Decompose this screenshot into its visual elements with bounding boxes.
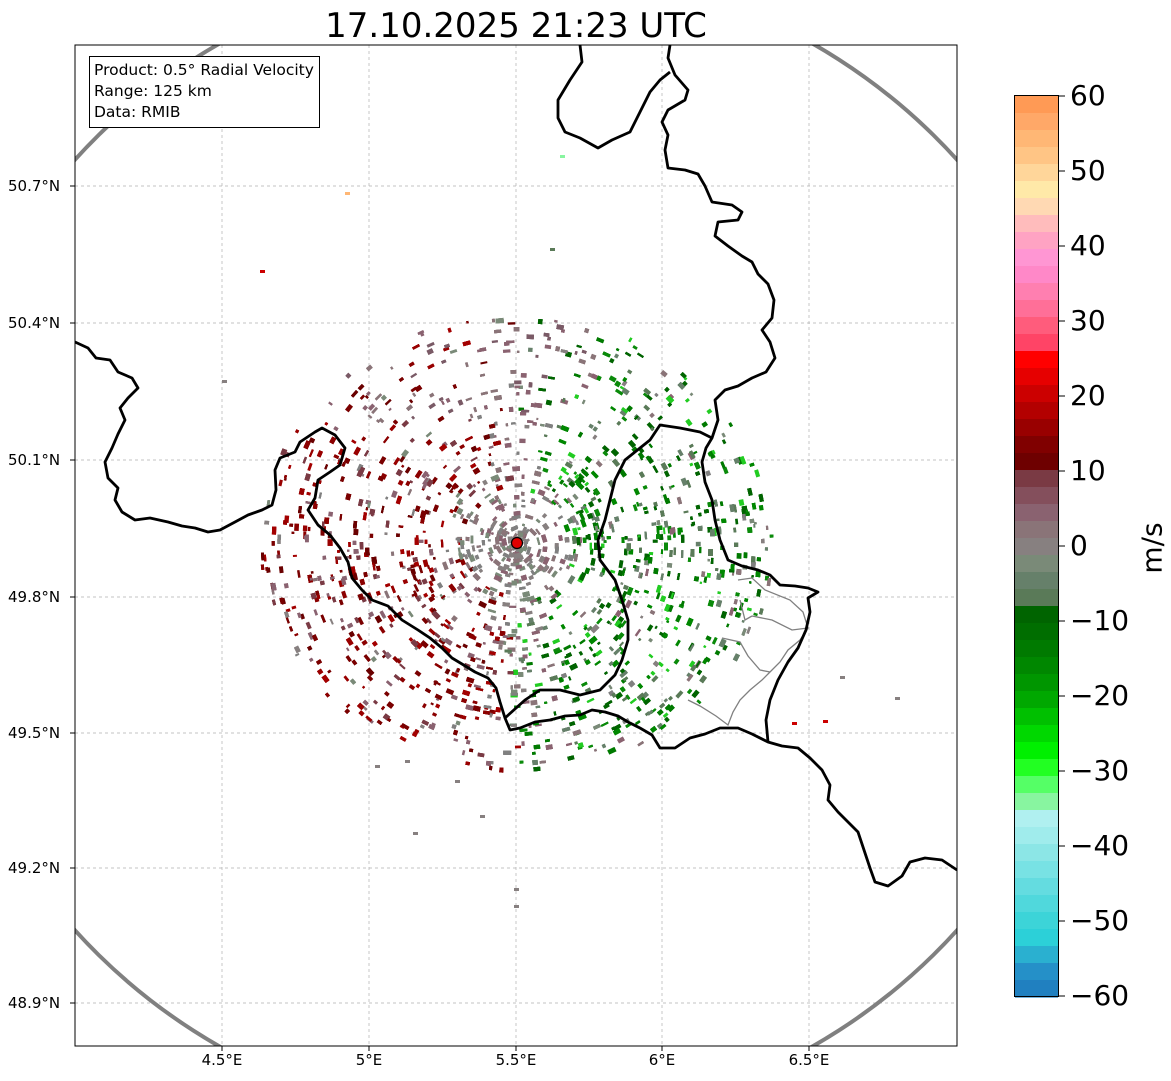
- y-tick-label: 50.1°N: [8, 451, 61, 469]
- y-tick-label: 49.8°N: [8, 588, 61, 606]
- colorbar-tick-label: 0: [1070, 529, 1088, 562]
- x-tick-label: 5°E: [355, 1051, 383, 1069]
- product-label: Product: 0.5° Radial Velocity: [94, 61, 314, 79]
- x-tick-label: 6.5°E: [788, 1051, 830, 1069]
- range-ring: [75, 45, 957, 1046]
- colorbar-tick-label: −60: [1070, 979, 1130, 1012]
- axis-ticks: [70, 185, 810, 1051]
- y-tick-label: 49.5°N: [8, 724, 61, 742]
- y-tick-label: 49.2°N: [8, 859, 61, 877]
- colorbar-tick-label: −30: [1070, 754, 1130, 787]
- colorbar-tick-label: 60: [1070, 79, 1106, 112]
- colorbar-tick-label: −20: [1070, 679, 1130, 712]
- colorbar-unit-label: m/s: [1135, 522, 1169, 574]
- velocity-echoes: [222, 155, 900, 908]
- product-info-box: Product: 0.5° Radial Velocity Range: 125…: [89, 56, 320, 128]
- x-tick-label: 4.5°E: [201, 1051, 243, 1069]
- colorbar-tick-label: 50: [1070, 154, 1106, 187]
- y-tick-label: 50.4°N: [8, 314, 61, 332]
- country-borders: [75, 45, 957, 888]
- colorbar-tick-label: 20: [1070, 379, 1106, 412]
- colorbar-tick-label: 10: [1070, 454, 1106, 487]
- colorbar-tick-label: −10: [1070, 604, 1130, 637]
- range-label: Range: 125 km: [94, 82, 212, 100]
- province-borders: [687, 577, 809, 727]
- radar-site-marker: [510, 536, 524, 550]
- colorbar-tick-label: −40: [1070, 829, 1130, 862]
- y-tick-label: 50.7°N: [8, 177, 61, 195]
- velocity-colorbar: [1014, 95, 1065, 998]
- x-tick-label: 6°E: [648, 1051, 676, 1069]
- colorbar-tick-label: 30: [1070, 304, 1106, 337]
- y-tick-label: 48.9°N: [8, 994, 61, 1012]
- data-source-label: Data: RMIB: [94, 103, 181, 121]
- x-tick-label: 5.5°E: [495, 1051, 537, 1069]
- colorbar-tick-label: −50: [1070, 904, 1130, 937]
- colorbar-tick-label: 40: [1070, 229, 1106, 262]
- map-title: 17.10.2025 21:23 UTC: [325, 6, 707, 46]
